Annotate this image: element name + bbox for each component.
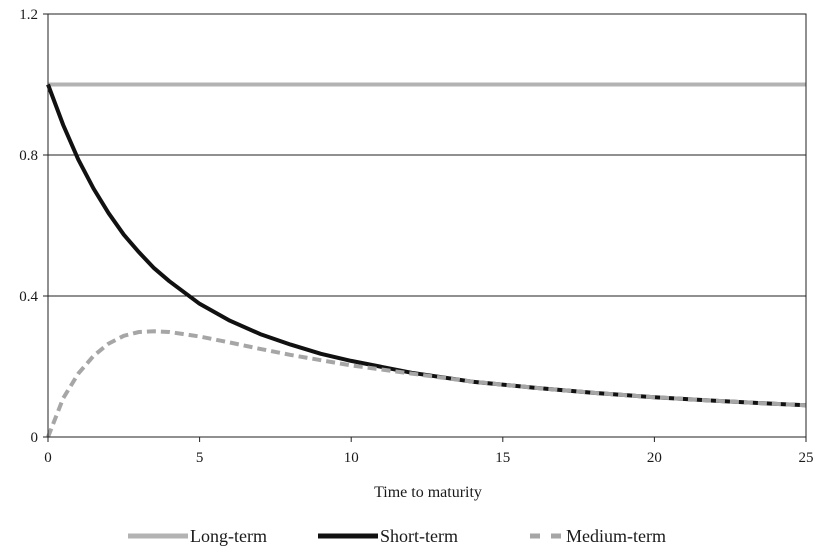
y-tick-label: 0.8	[19, 148, 38, 164]
series-lines	[46, 82, 807, 438]
x-tick-label: 5	[196, 450, 204, 466]
x-axis-title: Time to maturity	[374, 484, 482, 501]
axes: 0 0.4 0.8 1.2 0 5 10 15 20 25	[19, 7, 813, 466]
x-tick-label: 15	[495, 450, 510, 466]
x-tick-label: 0	[44, 450, 52, 466]
y-tick-label: 1.2	[19, 7, 38, 23]
legend-label-long-term: Long-term	[190, 526, 267, 546]
y-tick-label: 0.4	[19, 289, 38, 305]
legend-label-short-term: Short-term	[380, 526, 458, 546]
x-tick-label: 25	[799, 450, 813, 466]
y-tick-label: 0	[31, 430, 39, 446]
legend-label-medium-term: Medium-term	[566, 526, 666, 546]
series-line-medium-term	[46, 329, 807, 438]
plot-area-frame	[47, 13, 807, 438]
x-tick-label: 10	[344, 450, 359, 466]
x-tick-label: 20	[647, 450, 662, 466]
series-line-short-term	[46, 83, 807, 408]
legend: Long-term Short-term Medium-term	[128, 526, 666, 546]
